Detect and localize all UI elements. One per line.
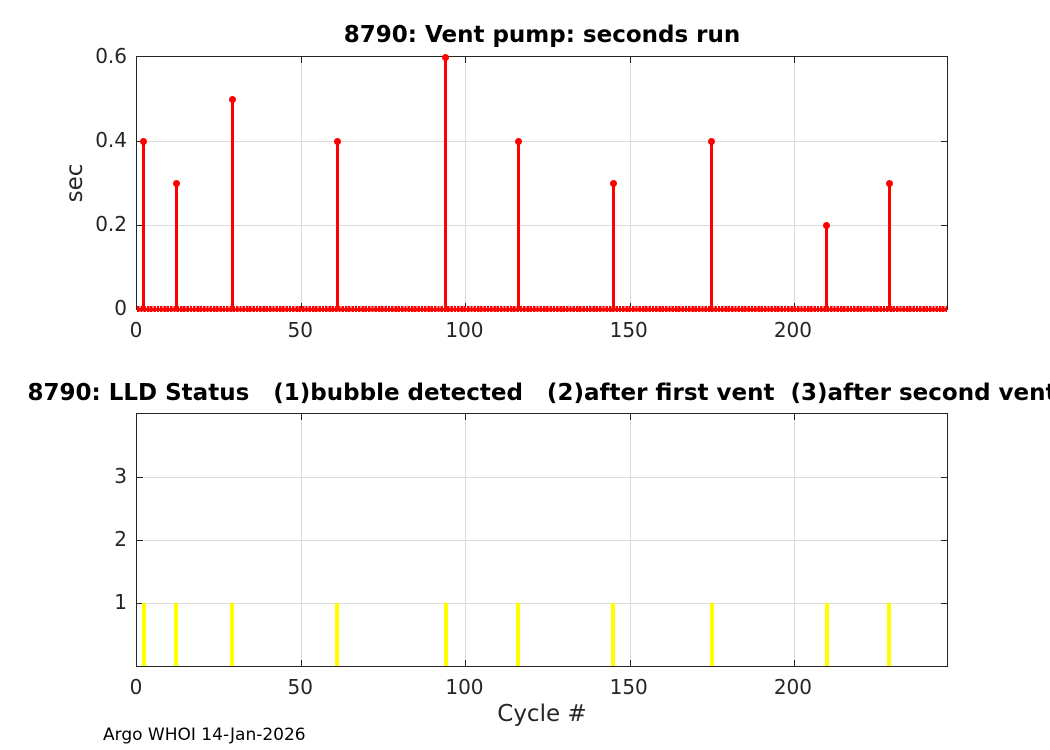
- stem: [887, 183, 891, 309]
- stem: [443, 603, 448, 666]
- x-tick-mark: [793, 660, 795, 666]
- x-tick-mark: [793, 414, 795, 420]
- horizontal-gridline: [137, 540, 947, 541]
- stem: [174, 183, 178, 309]
- lld-status-plot-title: 8790: LLD Status (1)bubble detected (2)a…: [27, 380, 1050, 406]
- stem: [335, 141, 339, 309]
- y-tick-mark: [941, 225, 947, 226]
- stem-marker: [172, 179, 180, 187]
- y-tick-mark: [137, 603, 143, 604]
- stem: [335, 603, 340, 666]
- x-tick-mark: [301, 660, 303, 666]
- vertical-gridline: [629, 57, 631, 309]
- x-tick-label: 50: [287, 675, 313, 699]
- horizontal-gridline: [137, 477, 947, 478]
- x-tick-mark: [629, 414, 631, 420]
- y-tick-label: 2: [114, 527, 127, 551]
- x-tick-label: 200: [773, 675, 813, 699]
- horizontal-gridline: [137, 225, 947, 226]
- stem-marker: [442, 53, 450, 61]
- x-tick-mark: [301, 414, 303, 420]
- lld-status-axes: [136, 413, 948, 667]
- vent-pump-axes: [136, 53, 948, 312]
- stem: [516, 603, 521, 666]
- x-tick-mark: [793, 57, 795, 63]
- stem: [142, 141, 146, 309]
- figure-footer: Argo WHOI 14-Jan-2026: [103, 725, 306, 745]
- y-tick-label: 0: [114, 296, 127, 320]
- stem-marker: [333, 137, 341, 145]
- vertical-gridline: [465, 57, 467, 309]
- vent-pump-plot-title: 8790: Vent pump: seconds run: [343, 22, 741, 48]
- stem-marker: [228, 95, 236, 103]
- y-tick-mark: [137, 540, 143, 541]
- stem: [887, 603, 892, 666]
- horizontal-gridline: [137, 141, 947, 142]
- stem: [141, 603, 146, 666]
- stem-marker: [708, 137, 716, 145]
- stem: [174, 603, 179, 666]
- vertical-gridline: [793, 57, 795, 309]
- x-tick-label: 100: [445, 675, 484, 699]
- x-tick-mark: [629, 660, 631, 666]
- stem-marker: [885, 179, 893, 187]
- x-tick-label: 100: [445, 318, 484, 342]
- x-tick-label: 0: [129, 675, 143, 699]
- stem-baseline: [137, 306, 947, 312]
- stem: [709, 603, 714, 666]
- y-tick-label: 3: [114, 464, 127, 488]
- y-tick-mark: [941, 141, 947, 142]
- stem: [611, 183, 615, 309]
- stem-marker: [140, 137, 148, 145]
- x-tick-label: 150: [609, 675, 648, 699]
- x-tick-label: 200: [773, 318, 813, 342]
- x-tick-label: 0: [129, 318, 143, 342]
- y-tick-label: 0.4: [95, 128, 127, 152]
- y-tick-label: 0.2: [95, 212, 127, 236]
- y-tick-label: 0.6: [95, 44, 127, 68]
- vertical-gridline: [301, 57, 303, 309]
- stem-marker: [609, 179, 617, 187]
- x-tick-label: 50: [287, 318, 313, 342]
- y-tick-mark: [941, 603, 947, 604]
- horizontal-gridline: [137, 603, 947, 604]
- stem: [825, 225, 829, 309]
- stem: [710, 141, 714, 309]
- x-tick-label: 150: [609, 318, 648, 342]
- y-tick-mark: [941, 540, 947, 541]
- stem: [824, 603, 829, 666]
- x-tick-mark: [465, 57, 467, 63]
- stem: [230, 99, 234, 309]
- stem: [611, 603, 616, 666]
- stem-marker: [514, 137, 522, 145]
- y-tick-mark: [137, 141, 143, 142]
- x-tick-mark: [465, 660, 467, 666]
- y-tick-label: 1: [114, 590, 127, 614]
- stem: [516, 141, 520, 309]
- stem: [230, 603, 235, 666]
- stem-marker: [823, 221, 831, 229]
- x-tick-mark: [465, 414, 467, 420]
- y-tick-mark: [137, 225, 143, 226]
- y-tick-mark: [137, 477, 143, 478]
- x-tick-mark: [629, 57, 631, 63]
- x-tick-mark: [301, 57, 303, 63]
- stem: [444, 57, 448, 309]
- x-axis-label-cycle: Cycle #: [497, 701, 587, 727]
- y-tick-mark: [941, 477, 947, 478]
- y-axis-label-sec: sec: [62, 163, 88, 203]
